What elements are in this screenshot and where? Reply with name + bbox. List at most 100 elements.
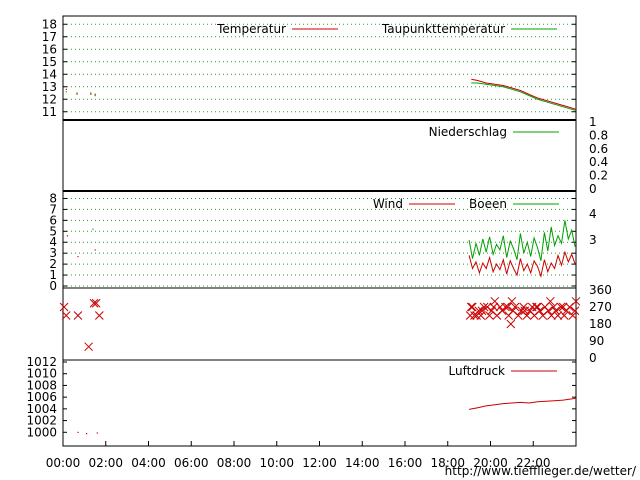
temperature-series-taupunkttemperatur-line bbox=[471, 82, 577, 111]
x-tick-label: 10:00 bbox=[259, 456, 294, 470]
wind-direction-series-0-point bbox=[506, 319, 516, 329]
wind-left-tick-label: 7 bbox=[49, 202, 57, 216]
precipitation-right-tick-label: 0.6 bbox=[589, 142, 608, 156]
wind-direction-series-0-point bbox=[559, 311, 569, 320]
wind-direction-right-tick-label: 360 bbox=[589, 283, 612, 297]
legend-label-niederschlag: Niederschlag bbox=[429, 125, 507, 139]
wind-direction-series-0-point bbox=[94, 311, 104, 320]
wind-series-2-point bbox=[66, 235, 68, 237]
wind-series-2-point bbox=[77, 255, 79, 258]
source-url[interactable]: http://www.tiefflieger.de/wetter/ bbox=[445, 464, 637, 478]
wind-direction-series-0-point bbox=[553, 311, 563, 320]
wind-direction-series-0-point bbox=[522, 311, 532, 320]
wind-direction-series-0-point bbox=[565, 302, 574, 312]
wind-direction-series-0-point bbox=[485, 311, 494, 320]
legend-label-temperatur: Temperatur bbox=[216, 22, 286, 36]
x-tick-label: 02:00 bbox=[88, 456, 123, 470]
x-tick-label: 18:00 bbox=[430, 456, 465, 470]
x-tick-label: 14:00 bbox=[345, 456, 380, 470]
pressure-series-luftdruck-point bbox=[77, 431, 79, 433]
pressure-left-tick-label: 1010 bbox=[26, 367, 57, 381]
wind-direction-right-tick-label: 270 bbox=[589, 300, 612, 314]
wind-direction-series-0-point bbox=[510, 302, 520, 312]
wind-series-3-point bbox=[92, 228, 94, 230]
temperature-left-tick-label: 18 bbox=[42, 17, 57, 31]
pressure-series-luftdruck-point bbox=[96, 432, 98, 434]
temperature-series-taupunkttemperatur-point bbox=[76, 93, 78, 95]
precipitation-right-tick-label: 0 bbox=[589, 182, 597, 196]
legend-label-boeen: Boeen bbox=[469, 197, 507, 211]
wind-direction-right-tick-label: 0 bbox=[589, 351, 597, 365]
x-tick-label: 06:00 bbox=[174, 456, 209, 470]
wind-direction-series-0-point bbox=[533, 302, 542, 312]
wind-series-wind-line bbox=[468, 250, 576, 279]
x-tick-label: 22:00 bbox=[516, 456, 551, 470]
precipitation-right-tick-label: 1 bbox=[589, 115, 597, 129]
precipitation-right-tick-label: 0.4 bbox=[589, 155, 608, 169]
wind-left-tick-label: 4 bbox=[49, 235, 57, 249]
x-tick-label: 12:00 bbox=[302, 456, 337, 470]
temperature-series-temperatur-point bbox=[94, 93, 96, 95]
pressure-left-tick-label: 1000 bbox=[26, 425, 57, 439]
wind-direction-series-0-point bbox=[570, 306, 580, 316]
wind-direction-series-0-point bbox=[466, 302, 476, 312]
wind-direction-series-0-point bbox=[89, 298, 99, 308]
wind-direction-series-0-point bbox=[477, 306, 487, 316]
wind-direction-series-0-point bbox=[568, 311, 578, 320]
precipitation-right-tick-label: 0.2 bbox=[589, 169, 608, 183]
legend-label-taupunkttemperatur: Taupunkttemperatur bbox=[381, 22, 505, 36]
temperature-series-temperatur-point bbox=[76, 92, 78, 94]
pressure-left-tick-label: 1004 bbox=[26, 402, 57, 416]
wind-direction-series-0-point bbox=[513, 311, 523, 320]
wind-direction-series-0-point bbox=[543, 306, 553, 316]
wind-left-tick-label: 8 bbox=[49, 191, 57, 205]
temperature-left-tick-label: 17 bbox=[42, 30, 57, 44]
wind-direction-series-0-point bbox=[507, 296, 517, 306]
pressure-series-luftdruck-line bbox=[469, 397, 577, 410]
temperature-left-tick-label: 12 bbox=[42, 92, 57, 106]
wind-direction-panel: 0 90 180 270 360 bbox=[59, 283, 612, 365]
wind-left-tick-label: 5 bbox=[49, 224, 57, 238]
precipitation-panel: 00.20.40.60.81 Niederschlag bbox=[62, 115, 608, 196]
wind-left-tick-label: 2 bbox=[49, 257, 57, 271]
pressure-left-tick-label: 1012 bbox=[26, 355, 57, 369]
temperature-left-tick-label: 16 bbox=[42, 42, 57, 56]
temperature-left-tick-label: 15 bbox=[42, 55, 57, 69]
wind-series-2-point bbox=[94, 249, 96, 251]
temperature-series-taupunkttemperatur-point bbox=[94, 95, 96, 97]
wind-direction-series-0-point bbox=[571, 296, 581, 306]
pressure-left-tick-label: 1008 bbox=[26, 378, 57, 392]
wind-left-tick-label: 0 bbox=[49, 279, 57, 293]
temperature-series-taupunkttemperatur-point bbox=[65, 91, 67, 93]
wind-direction-series-0-point bbox=[551, 306, 561, 316]
wind-direction-series-0-point bbox=[556, 302, 566, 312]
legend-label-luftdruck: Luftdruck bbox=[448, 364, 505, 378]
temperature-left-tick-label: 13 bbox=[42, 80, 57, 94]
wind-left-tick-label: 6 bbox=[49, 213, 57, 227]
wind-direction-series-0-point bbox=[91, 298, 101, 308]
pressure-left-tick-label: 1002 bbox=[26, 414, 57, 428]
wind-direction-series-0-point bbox=[545, 296, 555, 306]
x-tick-label: 08:00 bbox=[217, 456, 252, 470]
x-tick-label: 00:00 bbox=[46, 456, 81, 470]
legend-label-wind: Wind bbox=[373, 197, 403, 211]
wind-direction-series-0-point bbox=[520, 306, 530, 316]
pressure-series-luftdruck-point bbox=[86, 432, 88, 435]
wind-direction-series-0-point bbox=[467, 302, 477, 312]
temperature-series-taupunkttemperatur-point bbox=[90, 93, 92, 95]
temperature-left-tick-label: 14 bbox=[42, 67, 57, 81]
wind-direction-series-0-point bbox=[489, 302, 499, 312]
wind-direction-right-tick-label: 90 bbox=[589, 334, 604, 348]
wind-direction-series-0-point bbox=[73, 311, 83, 320]
temperature-series-temperatur-line bbox=[471, 78, 577, 110]
wind-direction-series-0-point bbox=[59, 302, 69, 312]
wind-direction-right-tick-label: 180 bbox=[589, 317, 612, 331]
wind-series-boeen-line bbox=[468, 220, 576, 261]
wind-direction-series-0-point bbox=[61, 311, 71, 320]
pressure-left-tick-label: 1006 bbox=[26, 390, 57, 404]
